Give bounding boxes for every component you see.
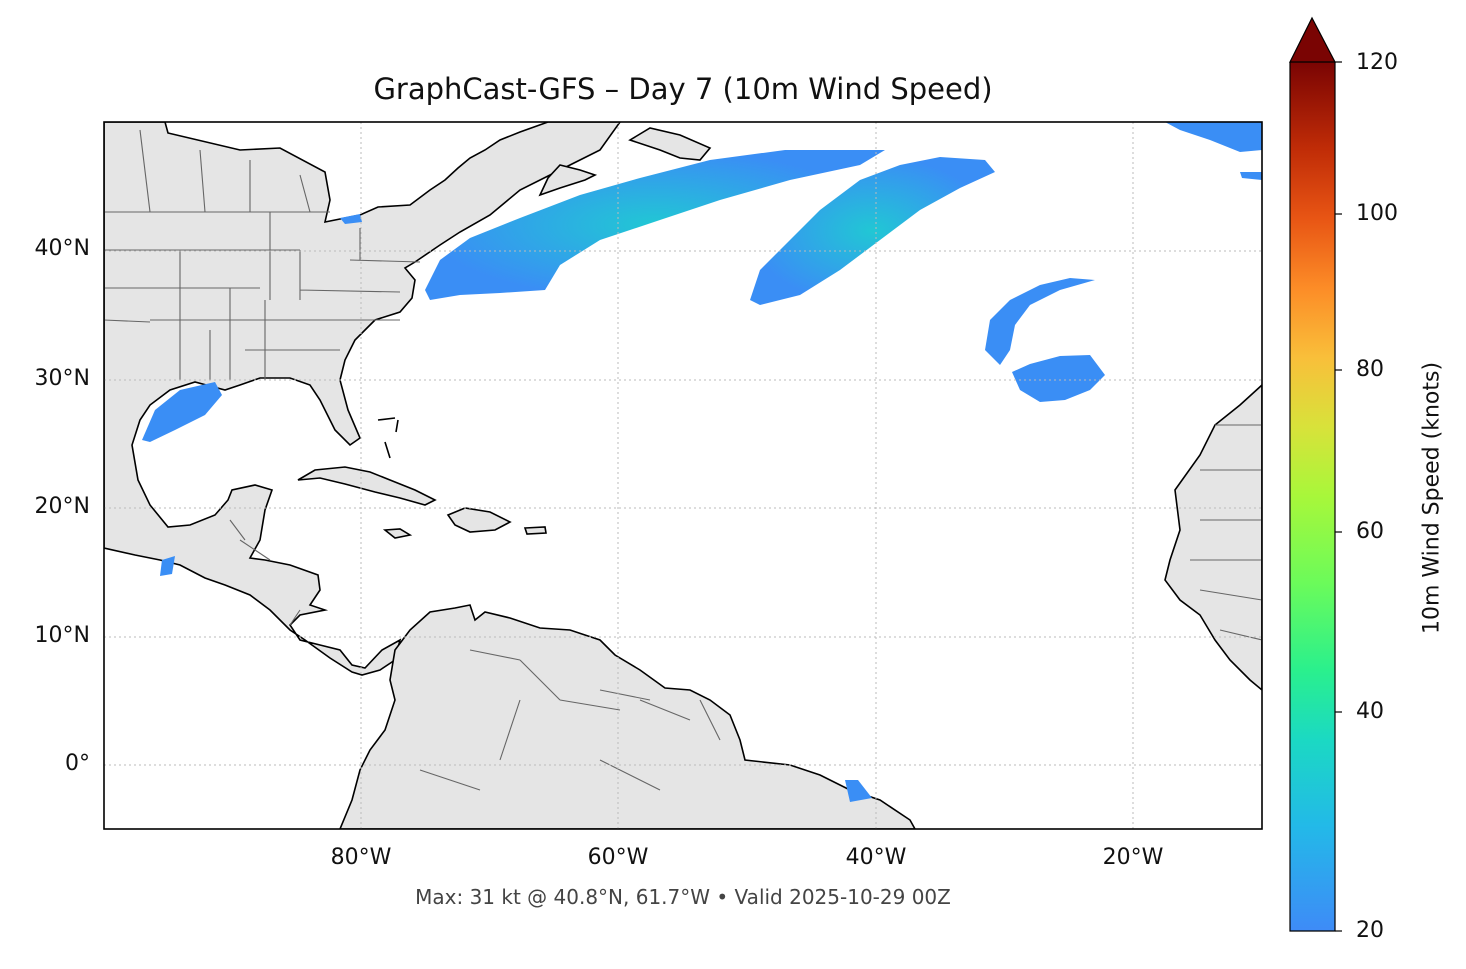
lat-label-20n: 20°N bbox=[34, 494, 90, 519]
colorbar-tick-40: 40 bbox=[1356, 699, 1384, 724]
colorbar-gradient bbox=[1290, 62, 1335, 931]
wind-band-ne bbox=[1165, 122, 1262, 152]
map-footer: Max: 31 kt @ 40.8°N, 61.7°W • Valid 2025… bbox=[415, 885, 951, 909]
wind-band-4 bbox=[1012, 355, 1105, 402]
colorbar-frame bbox=[1289, 62, 1336, 932]
colorbar-extend-arrow bbox=[1289, 16, 1336, 63]
africa-land bbox=[1164, 383, 1262, 692]
map-frame bbox=[103, 121, 1263, 830]
lat-label-40n: 40°N bbox=[34, 236, 90, 261]
lon-label-20w: 20°W bbox=[1102, 845, 1164, 870]
wind-band-2 bbox=[750, 157, 995, 305]
colorbar-label: 10m Wind Speed (knots) bbox=[1419, 361, 1445, 635]
colorbar-tick-60: 60 bbox=[1356, 519, 1384, 544]
jamaica bbox=[382, 528, 413, 539]
lon-label-40w: 40°W bbox=[845, 845, 907, 870]
colorbar-tick-20: 20 bbox=[1356, 918, 1384, 943]
colorbar bbox=[1289, 16, 1342, 932]
wind-speed-field bbox=[142, 122, 1262, 802]
wind-speck-3 bbox=[160, 556, 175, 576]
wind-speck-2 bbox=[340, 214, 362, 224]
colorbar-ticks bbox=[1335, 61, 1342, 932]
newfoundland bbox=[628, 127, 712, 161]
colorbar-tick-120: 120 bbox=[1356, 50, 1398, 75]
colorbar-tick-100: 100 bbox=[1356, 201, 1398, 226]
bahamas bbox=[377, 417, 399, 459]
cuba bbox=[297, 466, 437, 506]
lat-label-30n: 30°N bbox=[34, 366, 90, 391]
wind-speck-4 bbox=[845, 780, 872, 802]
colorbar-tick-80: 80 bbox=[1356, 357, 1384, 382]
lon-label-80w: 80°W bbox=[330, 845, 392, 870]
wind-band-1 bbox=[425, 150, 885, 300]
wind-speck-1 bbox=[1240, 172, 1262, 180]
gridlines bbox=[104, 122, 1262, 829]
political-borders bbox=[104, 129, 1262, 791]
wind-band-gulf bbox=[142, 382, 222, 442]
nova-scotia bbox=[538, 164, 598, 197]
map-area bbox=[104, 122, 1262, 829]
wind-band-3 bbox=[985, 278, 1095, 365]
lon-label-60w: 60°W bbox=[587, 845, 649, 870]
lat-label-0: 0° bbox=[65, 751, 90, 776]
hispaniola bbox=[446, 507, 512, 533]
south-america-land bbox=[339, 604, 916, 829]
puerto-rico bbox=[523, 526, 547, 535]
lat-label-10n: 10°N bbox=[34, 623, 90, 648]
map-title: GraphCast-GFS – Day 7 (10m Wind Speed) bbox=[373, 72, 993, 106]
